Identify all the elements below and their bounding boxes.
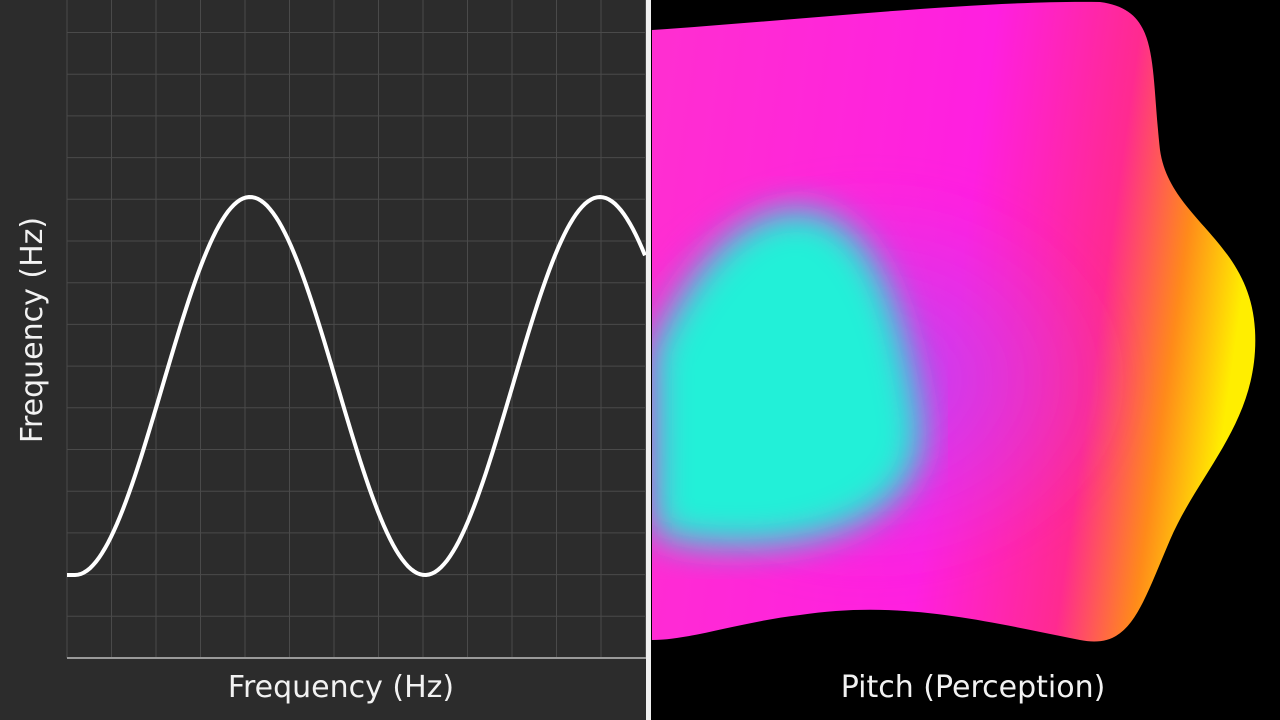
y-axis-label: Frequency (Hz) [15, 217, 50, 443]
sine-wave [67, 194, 647, 578]
pitch-blob [652, 1, 1256, 642]
left-panel [0, 0, 646, 720]
right-label: Pitch (Perception) [841, 670, 1106, 705]
grid [66, 0, 646, 659]
x-axis-label: Frequency (Hz) [228, 670, 454, 705]
divider [646, 0, 651, 720]
